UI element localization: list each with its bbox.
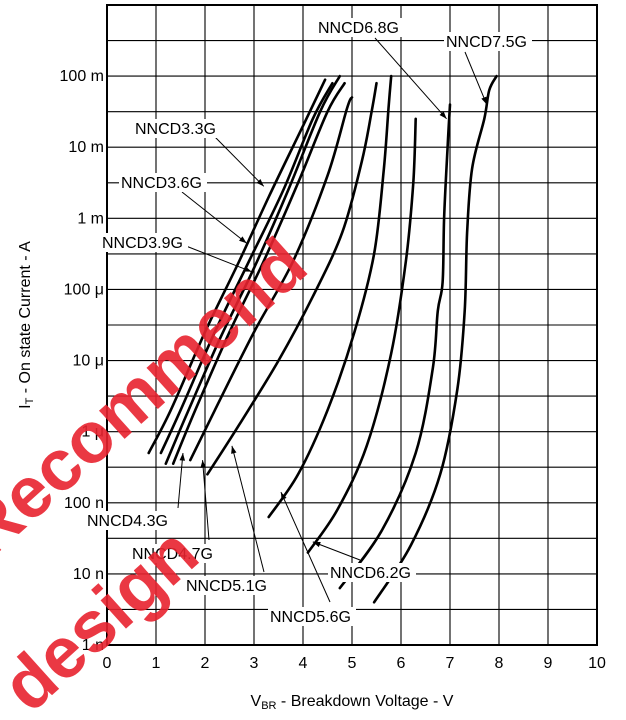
label-bg-nncd3-9g: [100, 233, 188, 252]
pointer-nncd5-6g: [280, 491, 331, 603]
curve-nncd3-9g: [164, 74, 342, 465]
x-tick-label: 10: [588, 655, 606, 672]
label-nncd3-9g: NNCD3.9G: [102, 235, 183, 252]
chart-labels: NNCD6.8G NNCD7.5G NNCD3.3G NNCD3.6G NNCD3.9G…: [85, 18, 532, 626]
x-tick-label: 3: [250, 655, 259, 672]
arrowhead-nncd5-1g: [231, 445, 237, 454]
label-bg-nncd3-6g: [119, 173, 207, 192]
y-tick-label: 100 m: [60, 68, 104, 85]
curve-nncd7-5g: [372, 74, 498, 604]
y-axis-title: IT - On state Current - A: [17, 241, 36, 409]
arrowhead-nncd6-2g: [312, 541, 321, 548]
arrowhead-nncd3-3g: [256, 179, 264, 187]
y-tick-label: 10 m: [68, 139, 104, 156]
x-tick-label: 9: [544, 655, 553, 672]
label-bg-nncd6-2g: [328, 563, 416, 582]
pointer-nncd4-7g: [202, 460, 210, 541]
curve-nncd6-8g: [338, 103, 452, 590]
label-bg-nncd6-8g: [316, 18, 404, 37]
pointer-nncd6-8g: [374, 37, 447, 120]
x-tick-label: 7: [446, 655, 455, 672]
chart-grid: [106, 4, 598, 646]
curve-nncd3-6g: [159, 81, 334, 455]
x-tick-label: 8: [495, 655, 504, 672]
label-bg-nncd5-6g: [268, 607, 356, 626]
curve-nncd6-2g: [306, 117, 417, 554]
label-bg-nncd5-1g: [184, 576, 272, 595]
arrowhead-nncd6-8g: [439, 111, 447, 119]
curve-nncd5-6g: [267, 74, 393, 519]
label-nncd3-6g: NNCD3.6G: [121, 175, 202, 192]
arrowhead-nncd3-9g: [243, 266, 252, 272]
y-tick-label: 10 n: [73, 566, 104, 583]
label-nncd3-3g: NNCD3.3G: [135, 121, 216, 138]
x-tick-label: 1: [152, 655, 161, 672]
y-tick-label: 100 μ: [64, 281, 104, 298]
arrowhead-nncd4-3g: [179, 453, 186, 461]
label-nncd5-6g: NNCD5.6G: [270, 609, 351, 626]
y-tick-label: 100 n: [64, 495, 104, 512]
x-tick-label: 5: [348, 655, 357, 672]
curve-nncd4-7g: [189, 96, 354, 462]
x-tick-label: 2: [201, 655, 210, 672]
pointer-nncd7-5g: [464, 51, 488, 105]
x-tick-label: 0: [103, 655, 112, 672]
pointer-nncd6-2g: [312, 541, 361, 561]
label-nncd4-3g: NNCD4.3G: [87, 513, 168, 530]
y-tick-label: 10 μ: [73, 353, 104, 370]
label-bg-nncd3-3g: [133, 119, 221, 138]
x-tick-label: 4: [299, 655, 308, 672]
label-nncd4-7g: NNCD4.7G: [132, 546, 213, 563]
y-tick-label: 1 μ: [81, 424, 104, 441]
label-bg-nncd7-5g: [444, 32, 532, 51]
curve-nncd4-3g: [171, 81, 346, 465]
curve-nncd3-3g: [147, 78, 327, 455]
arrowhead-nncd5-6g: [280, 492, 287, 501]
chart-ticks: 0 1 2 3 4 5 6 7 8 9 10 1 n 10 n 100 n 1 μ 10 μ 100 μ 1 m 1…: [60, 68, 606, 672]
label-nncd5-1g: NNCD5.1G: [186, 578, 267, 595]
pointer-nncd3-3g: [214, 136, 265, 187]
x-axis-title: VBR - Breakdown Voltage - V: [251, 693, 454, 712]
y-tick-label: 1 n: [82, 637, 104, 654]
curve-nncd5-1g: [206, 81, 378, 476]
label-nncd7-5g: NNCD7.5G: [446, 34, 527, 51]
label-bg-nncd4-3g: [85, 511, 173, 530]
pointer-nncd3-9g: [185, 245, 252, 273]
label-nncd6-8g: NNCD6.8G: [318, 20, 399, 37]
pointer-nncd5-1g: [231, 445, 265, 573]
pointer-nncd4-3g: [177, 452, 184, 509]
label-nncd6-2g: NNCD6.2G: [330, 565, 411, 582]
label-bg-nncd4-7g: [130, 544, 218, 563]
arrowhead-nncd7-5g: [481, 96, 487, 105]
pointer-nncd3-6g: [181, 191, 247, 244]
y-tick-label: 1 m: [77, 210, 104, 227]
x-tick-label: 6: [397, 655, 406, 672]
arrowhead-nncd4-7g: [200, 460, 206, 468]
arrowhead-nncd3-6g: [239, 236, 247, 244]
chart-curves: [147, 74, 498, 604]
